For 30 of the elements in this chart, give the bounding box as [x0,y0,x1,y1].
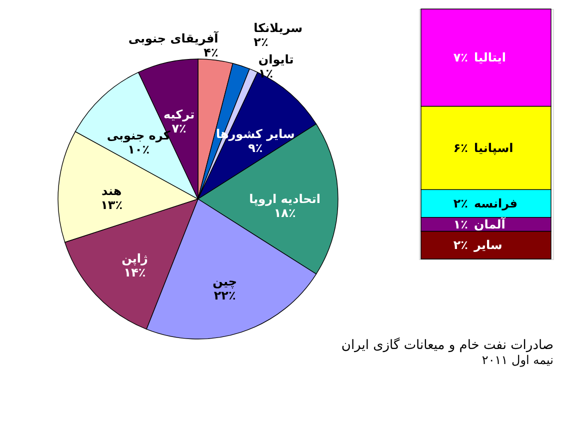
slice-label: هند [102,184,122,198]
slice-label: ژاپن [122,251,148,266]
data-label: ۶٪ [453,140,468,155]
data-label: ۲۲٪ [214,288,236,303]
series-label: سایر [473,238,502,252]
data-label: ۱۰٪ [128,142,150,157]
data-label: ۹٪ [248,140,263,155]
data-label: ۱۸٪ [274,206,296,220]
data-label: ۲٪ [453,196,468,210]
slice-label: چین [212,274,237,289]
data-label: ۷٪ [172,121,186,136]
text: صادرات نفت خام و میعانات گازی ایران [341,337,554,353]
slice-label: سریلانکا [254,20,302,35]
data-label: ۲٪ [254,34,268,49]
data-label: ۷٪ [453,50,468,65]
data-label: ۱٪ [258,66,274,80]
slice-label: آفریقای جنوبی [128,30,220,46]
data-label: ۱٪ [453,217,468,232]
text: نیمه اول ۲۰۱۱ [482,353,554,367]
series-label: ایتالیا [474,50,506,65]
data-label: ۱۴٪ [124,265,146,280]
series-label: آلمان [474,216,506,232]
data-label: ۲٪ [453,238,468,252]
series-label: فرانسه [474,196,518,210]
series-label: اسپانیا [474,140,514,155]
slice-label: ترکیه [164,107,195,122]
data-label: ۱۳٪ [100,198,123,212]
data-label: ۴٪ [204,45,218,60]
slice-label: اتحادیه اروپا [249,192,320,206]
slice-label: تایوان [258,52,294,66]
